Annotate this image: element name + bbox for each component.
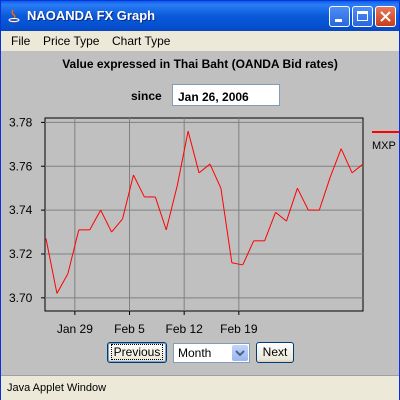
close-icon	[380, 11, 391, 22]
legend: MXP	[372, 131, 399, 152]
series-segment	[198, 163, 211, 174]
series-segment	[100, 209, 113, 233]
series-segment	[220, 188, 233, 263]
title-bar[interactable]: NAOANDA FX Graph	[1, 1, 399, 31]
legend-label: MXP	[372, 140, 396, 152]
series-segment	[133, 174, 145, 198]
menu-chart-type[interactable]: Chart Type	[112, 34, 171, 48]
y-tick-label: 3.76	[9, 159, 33, 173]
series-segment	[329, 148, 342, 178]
since-label: since	[131, 89, 162, 103]
series-segment	[122, 174, 134, 220]
x-tick-label: Jan 29	[57, 322, 93, 336]
series-segment	[351, 163, 364, 174]
maximize-icon	[357, 11, 368, 21]
previous-button[interactable]: Previous	[107, 342, 167, 363]
series-segment	[318, 177, 331, 211]
x-axis-ticks: Jan 29 Feb 5 Feb 12 Feb 19	[57, 311, 258, 336]
menu-bar: File Price Type Chart Type	[1, 31, 399, 51]
menu-file[interactable]: File	[11, 34, 31, 48]
series-lines	[45, 131, 364, 294]
chevron-down-icon[interactable]	[232, 345, 248, 361]
period-select-value: Month	[178, 346, 212, 360]
series-segment	[275, 211, 287, 222]
fx-line-chart: 3.70 3.72 3.74 3.76 3.78 Jan 29 Feb 5 Feb 12 Fe…	[9, 115, 399, 336]
since-date-input[interactable]	[172, 84, 280, 106]
series-segment	[231, 262, 243, 266]
series-segment	[264, 212, 277, 241]
series-segment	[67, 229, 80, 274]
series-segment	[165, 185, 178, 230]
previous-button-label: Previous	[110, 344, 164, 360]
series-segment	[340, 148, 353, 174]
series-segment	[111, 218, 123, 233]
close-button[interactable]	[375, 6, 396, 27]
next-button[interactable]: Next	[256, 342, 294, 363]
java-icon	[8, 9, 20, 23]
chart-heading: Value expressed in Thai Baht (OANDA Bid …	[62, 57, 338, 71]
x-tick-label: Feb 19	[220, 322, 258, 336]
maximize-button[interactable]	[352, 6, 373, 27]
series-segment	[154, 196, 167, 231]
y-tick-label: 3.70	[9, 291, 33, 305]
series-segment	[296, 187, 309, 211]
y-tick-label: 3.74	[9, 203, 33, 217]
menu-price-type[interactable]: Price Type	[43, 34, 100, 48]
series-segment	[286, 188, 298, 222]
next-button-label: Next	[262, 345, 288, 359]
status-text: Java Applet Window	[7, 382, 107, 394]
status-bar: Java Applet Window	[1, 375, 399, 400]
series-segment	[209, 163, 222, 189]
series-segment	[242, 240, 255, 266]
y-tick-label: 3.78	[9, 115, 33, 129]
minimize-button[interactable]	[329, 6, 350, 27]
series-segment	[45, 238, 58, 294]
grid-lines	[45, 118, 363, 311]
minimize-icon	[335, 19, 342, 22]
period-select[interactable]: Month	[173, 343, 250, 363]
series-segment	[56, 273, 69, 294]
y-axis-ticks: 3.70 3.72 3.74 3.76 3.78	[9, 115, 45, 305]
series-segment	[89, 209, 102, 231]
series-segment	[176, 131, 189, 187]
x-tick-label: Feb 12	[165, 322, 203, 336]
window-title: NAOANDA FX Graph	[27, 8, 156, 23]
x-tick-label: Feb 5	[114, 322, 145, 336]
series-segment	[187, 131, 200, 173]
plot-area	[44, 117, 364, 312]
y-tick-label: 3.72	[9, 247, 33, 261]
